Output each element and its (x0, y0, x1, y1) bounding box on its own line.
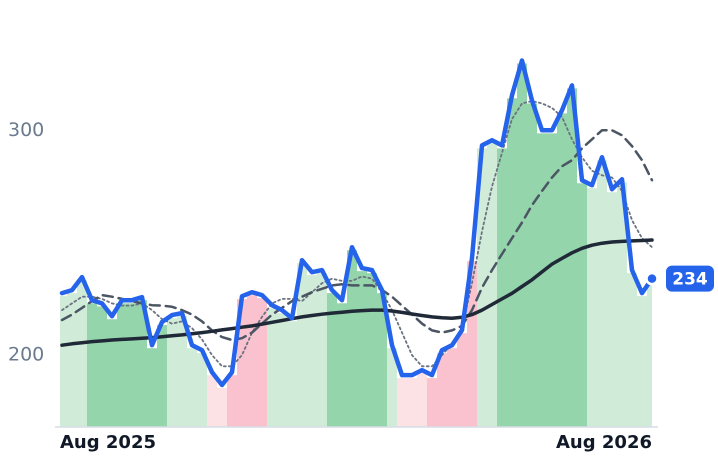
area-segment (257, 298, 267, 427)
area-segment (337, 303, 347, 427)
area-segment (67, 293, 77, 427)
series-line (61, 100, 653, 368)
area-segment (637, 296, 647, 427)
area-segment (617, 182, 627, 427)
area-segment (267, 308, 277, 427)
area-segment (127, 303, 137, 427)
area-segment (157, 325, 167, 427)
area-segment (147, 348, 157, 427)
area-segment (357, 271, 367, 427)
area-segment (597, 160, 607, 427)
area-segment (197, 353, 207, 427)
last-point (645, 271, 659, 286)
area-segment (457, 333, 467, 427)
area-segment (397, 378, 407, 427)
area-segment (187, 348, 197, 427)
area-segment (277, 313, 287, 427)
area-segment (517, 63, 527, 427)
area-segment (387, 348, 397, 427)
x-tick-label: Aug 2025 (60, 432, 156, 453)
area-segment (447, 348, 457, 427)
area-segment (227, 375, 237, 427)
series-line (59, 58, 655, 388)
area-segment (607, 192, 617, 427)
area-segment (60, 296, 67, 427)
y-tick-label: 200 (8, 344, 44, 366)
area-segment (527, 103, 537, 427)
area-segment (377, 293, 387, 427)
area-segment (547, 133, 557, 428)
last-value-label: 234 (672, 270, 708, 290)
area-segment (207, 375, 217, 427)
area-segment (477, 148, 487, 428)
area-segment (317, 273, 327, 427)
area-segment (87, 303, 97, 427)
area-segment (367, 273, 377, 427)
area-segment (287, 321, 297, 427)
area-segment (587, 188, 597, 427)
label-layer: 200 300 Aug 2025 Aug 2026 234 (8, 119, 714, 453)
area-segment (217, 387, 227, 427)
series-line (60, 129, 654, 342)
area-segment (507, 98, 517, 427)
area-segment (427, 378, 437, 427)
area-segment (437, 353, 447, 427)
area-segment (77, 280, 87, 427)
area-segment (177, 316, 187, 427)
area-segment (117, 303, 127, 427)
area-segment (407, 378, 417, 427)
area-segment (647, 281, 652, 427)
area-layer (60, 63, 652, 428)
area-segment (577, 183, 587, 427)
area-segment (97, 306, 107, 427)
area-segment (497, 148, 507, 428)
line-layer (59, 58, 655, 388)
y-tick-label: 300 (8, 119, 44, 141)
area-segment (557, 113, 567, 427)
area-segment (167, 318, 177, 427)
area-segment (487, 143, 497, 428)
area-segment (297, 263, 307, 427)
area-segment (627, 273, 637, 427)
area-segment (307, 275, 317, 427)
area-segment (347, 250, 357, 427)
area-segment (237, 299, 247, 427)
series-line (60, 238, 654, 347)
area-segment (107, 319, 117, 427)
x-tick-label: Aug 2026 (556, 432, 652, 453)
area-segment (247, 295, 257, 427)
area-segment (467, 261, 477, 427)
area-segment (417, 373, 427, 427)
area-segment (567, 88, 577, 428)
area-segment (137, 300, 147, 427)
last-value-badge (666, 265, 714, 292)
area-segment (537, 133, 547, 428)
area-segment (327, 293, 337, 427)
